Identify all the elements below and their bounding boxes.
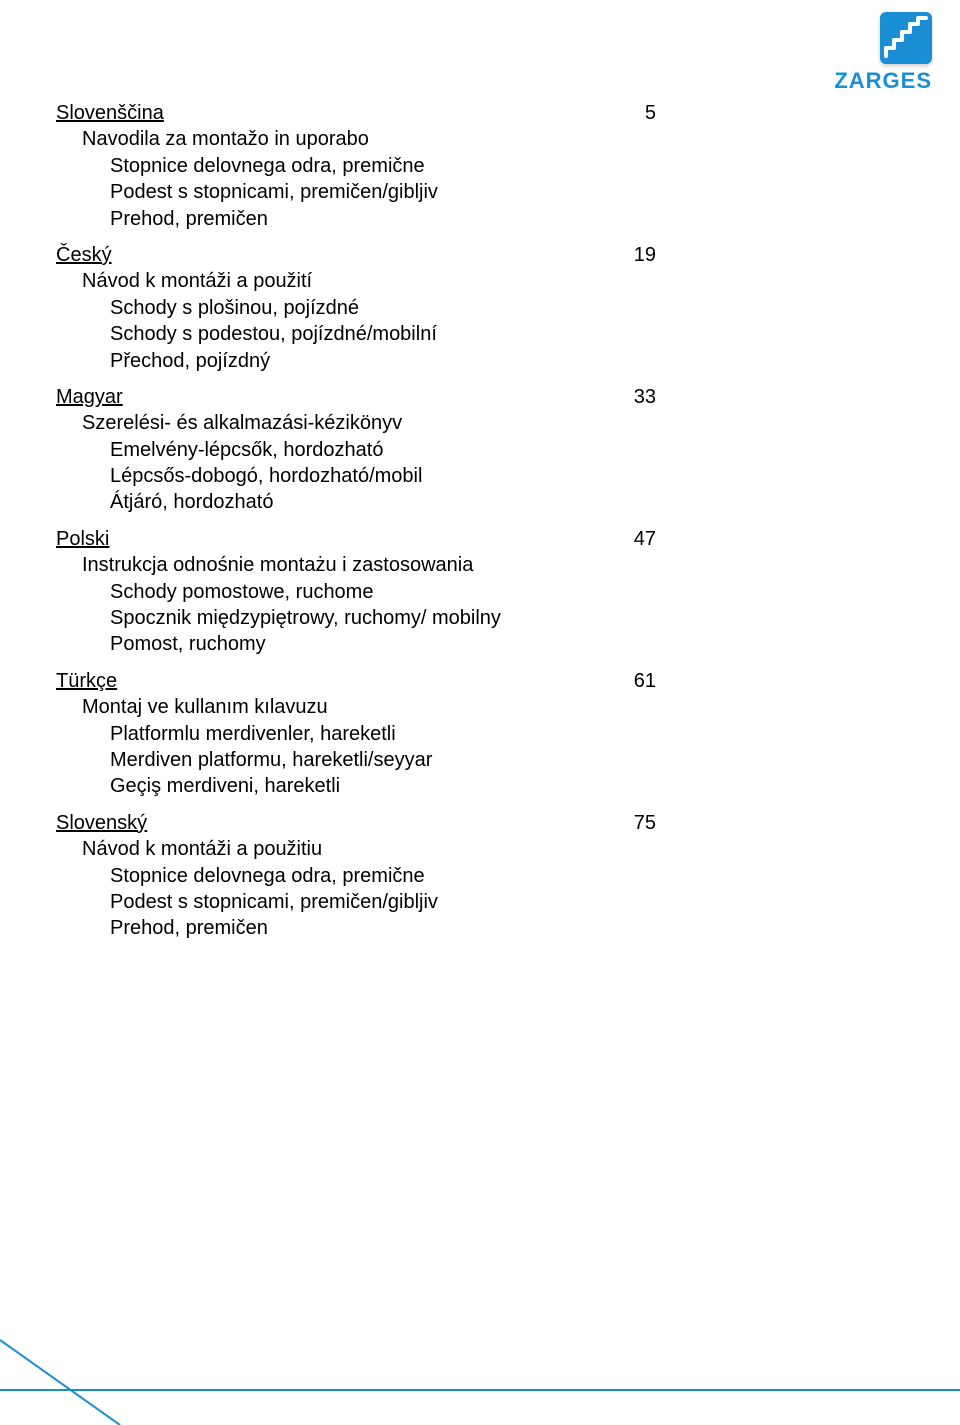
toc-item: Podest s stopnicami, premičen/gibljiv <box>82 179 656 205</box>
toc-language: Magyar <box>56 384 123 410</box>
toc-item: Emelvény-lépcsők, hordozható <box>82 437 656 463</box>
toc-entry: Slovenský 75 Návod k montáži a použitiu … <box>56 810 656 942</box>
toc-item: Stopnice delovnega odra, premične <box>82 863 656 889</box>
toc-entry-body: Návod k montáži a použitiu Stopnice delo… <box>56 836 656 942</box>
toc-entry: Slovenščina 5 Navodila za montažo in upo… <box>56 100 656 232</box>
toc-entry-header: Slovenščina 5 <box>56 100 656 126</box>
toc-entry: Polski 47 Instrukcja odnośnie montażu i … <box>56 526 656 658</box>
toc-entry: Magyar 33 Szerelési- és alkalmazási-kézi… <box>56 384 656 516</box>
toc-item: Schody s podestou, pojízdné/mobilní <box>82 321 656 347</box>
toc-title: Instrukcja odnośnie montażu i zastosowan… <box>82 552 656 578</box>
brand-name: ZARGES <box>834 68 932 94</box>
toc-language: Český <box>56 242 112 268</box>
toc-item: Platformlu merdivenler, hareketli <box>82 721 656 747</box>
toc-item: Átjáró, hordozható <box>82 489 656 515</box>
toc-page-number: 75 <box>616 810 656 836</box>
toc-title: Návod k montáži a použití <box>82 268 656 294</box>
toc-entry-body: Navodila za montažo in uporabo Stopnice … <box>56 126 656 232</box>
toc-page-number: 19 <box>616 242 656 268</box>
toc-entry-header: Český 19 <box>56 242 656 268</box>
toc-entry-body: Instrukcja odnośnie montażu i zastosowan… <box>56 552 656 658</box>
toc-item: Geçiş merdiveni, hareketli <box>82 773 656 799</box>
toc-item: Spocznik międzypiętrowy, ruchomy/ mobiln… <box>82 605 656 631</box>
toc-item: Schody s plošinou, pojízdné <box>82 295 656 321</box>
toc-page-number: 61 <box>616 668 656 694</box>
toc-item: Prehod, premičen <box>82 206 656 232</box>
toc-entry-body: Montaj ve kullanım kılavuzu Platformlu m… <box>56 694 656 800</box>
page: ZARGES Slovenščina 5 Navodila za montažo… <box>0 0 960 1425</box>
toc-entry-header: Slovenský 75 <box>56 810 656 836</box>
toc-entry-body: Szerelési- és alkalmazási-kézikönyv Emel… <box>56 410 656 516</box>
footer-line-icon <box>0 1375 960 1405</box>
toc-entry-header: Magyar 33 <box>56 384 656 410</box>
toc-title: Montaj ve kullanım kılavuzu <box>82 694 656 720</box>
toc-item: Stopnice delovnega odra, premične <box>82 153 656 179</box>
toc-page-number: 33 <box>616 384 656 410</box>
toc-language: Slovenský <box>56 810 147 836</box>
toc-item: Merdiven platformu, hareketli/seyyar <box>82 747 656 773</box>
toc-page-number: 47 <box>616 526 656 552</box>
toc-item: Schody pomostowe, ruchome <box>82 579 656 605</box>
toc-page-number: 5 <box>616 100 656 126</box>
toc-language: Polski <box>56 526 109 552</box>
brand-logo: ZARGES <box>834 12 932 94</box>
toc-item: Pomost, ruchomy <box>82 631 656 657</box>
toc-entry: Český 19 Návod k montáži a použití Schod… <box>56 242 656 374</box>
toc-item: Prehod, premičen <box>82 915 656 941</box>
toc-item: Přechod, pojízdný <box>82 348 656 374</box>
toc-entry-header: Polski 47 <box>56 526 656 552</box>
toc-title: Szerelési- és alkalmazási-kézikönyv <box>82 410 656 436</box>
toc-entry-body: Návod k montáži a použití Schody s ploši… <box>56 268 656 374</box>
toc-title: Navodila za montažo in uporabo <box>82 126 656 152</box>
toc-language: Slovenščina <box>56 100 164 126</box>
table-of-contents: Slovenščina 5 Navodila za montažo in upo… <box>56 100 656 952</box>
toc-entry: Türkçe 61 Montaj ve kullanım kılavuzu Pl… <box>56 668 656 800</box>
toc-item: Podest s stopnicami, premičen/gibljiv <box>82 889 656 915</box>
stairs-icon <box>880 12 932 64</box>
toc-entry-header: Türkçe 61 <box>56 668 656 694</box>
toc-title: Návod k montáži a použitiu <box>82 836 656 862</box>
toc-language: Türkçe <box>56 668 117 694</box>
toc-item: Lépcsős-dobogó, hordozható/mobil <box>82 463 656 489</box>
